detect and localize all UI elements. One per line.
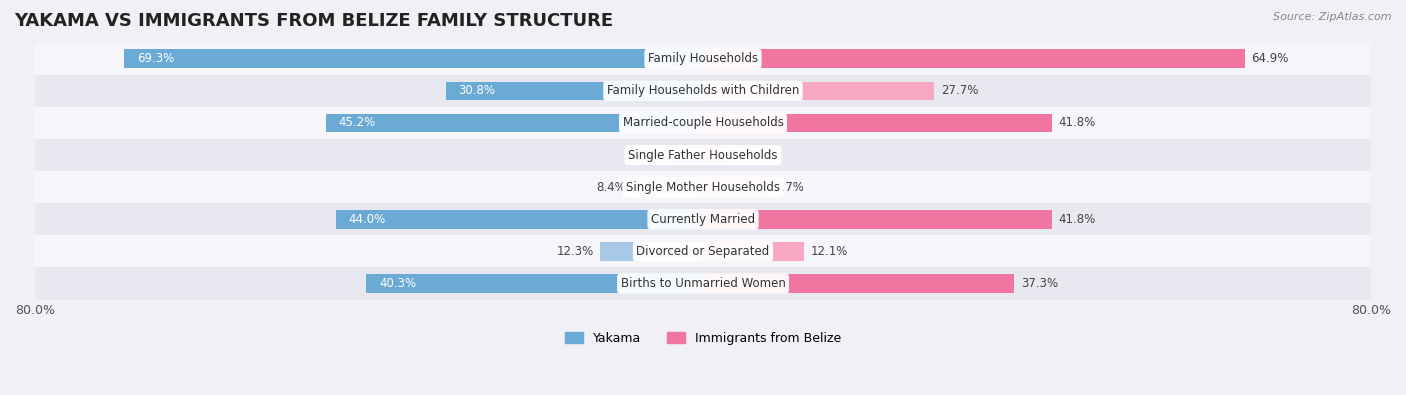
Text: Single Father Households: Single Father Households <box>628 149 778 162</box>
Bar <box>367 274 703 293</box>
Bar <box>668 146 703 164</box>
Bar <box>336 210 703 229</box>
Text: 27.7%: 27.7% <box>941 84 979 97</box>
Bar <box>35 171 1371 203</box>
Bar <box>326 114 703 132</box>
Text: 30.8%: 30.8% <box>458 84 495 97</box>
Bar <box>600 242 703 261</box>
Text: Births to Unmarried Women: Births to Unmarried Women <box>620 277 786 290</box>
Text: Source: ZipAtlas.com: Source: ZipAtlas.com <box>1274 12 1392 22</box>
Bar <box>703 81 935 100</box>
Bar <box>35 75 1371 107</box>
Text: Single Mother Households: Single Mother Households <box>626 181 780 194</box>
Bar <box>35 203 1371 235</box>
Text: Currently Married: Currently Married <box>651 213 755 226</box>
Text: 40.3%: 40.3% <box>380 277 416 290</box>
Text: 69.3%: 69.3% <box>136 52 174 65</box>
Text: Family Households: Family Households <box>648 52 758 65</box>
Bar <box>633 178 703 196</box>
Bar <box>35 235 1371 267</box>
Text: 12.1%: 12.1% <box>811 245 848 258</box>
Legend: Yakama, Immigrants from Belize: Yakama, Immigrants from Belize <box>560 327 846 350</box>
Text: 8.4%: 8.4% <box>596 181 626 194</box>
Text: 41.8%: 41.8% <box>1059 213 1095 226</box>
Text: 41.8%: 41.8% <box>1059 117 1095 130</box>
Bar <box>703 242 804 261</box>
Bar <box>703 274 1015 293</box>
Text: 4.2%: 4.2% <box>631 149 661 162</box>
Bar <box>35 43 1371 75</box>
Bar <box>124 49 703 68</box>
Text: 2.5%: 2.5% <box>731 149 761 162</box>
Text: Family Households with Children: Family Households with Children <box>607 84 799 97</box>
Bar <box>703 146 724 164</box>
Bar <box>35 267 1371 299</box>
Bar <box>446 81 703 100</box>
Text: 37.3%: 37.3% <box>1021 277 1059 290</box>
Text: 64.9%: 64.9% <box>1251 52 1289 65</box>
Text: Divorced or Separated: Divorced or Separated <box>637 245 769 258</box>
Bar <box>703 210 1052 229</box>
Bar <box>35 139 1371 171</box>
Text: 7.7%: 7.7% <box>773 181 804 194</box>
Text: 45.2%: 45.2% <box>337 117 375 130</box>
Bar <box>35 107 1371 139</box>
Text: 12.3%: 12.3% <box>557 245 593 258</box>
Bar <box>703 178 768 196</box>
Bar <box>703 49 1244 68</box>
Bar <box>703 114 1052 132</box>
Text: YAKAMA VS IMMIGRANTS FROM BELIZE FAMILY STRUCTURE: YAKAMA VS IMMIGRANTS FROM BELIZE FAMILY … <box>14 12 613 30</box>
Text: 44.0%: 44.0% <box>349 213 385 226</box>
Text: Married-couple Households: Married-couple Households <box>623 117 783 130</box>
